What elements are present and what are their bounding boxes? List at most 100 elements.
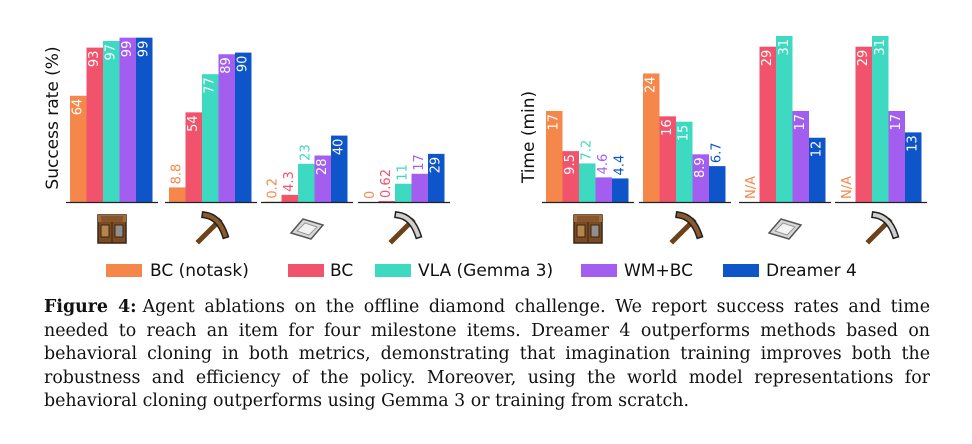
y-axis-label: Success rate (%) [43, 46, 63, 189]
wooden-pickaxe-icon [195, 211, 230, 245]
data-label: 99 [120, 41, 135, 58]
data-label: 31 [873, 39, 888, 56]
data-label: 29 [429, 157, 444, 174]
crafting-table-tool-left [100, 224, 110, 238]
bar [185, 112, 202, 202]
pickaxe-head [676, 212, 702, 238]
crafting-table-tool-right [114, 224, 124, 238]
data-label: 0.2 [266, 178, 281, 199]
bar [888, 110, 905, 202]
bar [855, 46, 872, 202]
data-label: 97 [104, 44, 119, 61]
bar-group-crafting-table: 17 9.57.24.6 4.4 [542, 110, 634, 244]
pickaxe-head [202, 212, 228, 238]
bar [395, 183, 412, 202]
bar [428, 153, 445, 202]
legend-entry: BC [288, 261, 353, 281]
crafting-table-tool-left [576, 224, 586, 238]
chart-legend: BC (notask) BC VLA (Gemma 3) WM+BC Dreamer 4 [106, 261, 857, 281]
bar [136, 37, 153, 202]
data-label: 4.6 [596, 154, 611, 175]
data-label: 13 [906, 135, 921, 152]
bar [872, 36, 889, 202]
bar [659, 116, 676, 202]
data-label: 17 [412, 154, 427, 171]
bar [595, 177, 612, 202]
bar [314, 155, 331, 202]
crafting-table-tool-right [590, 224, 600, 238]
bar [676, 121, 693, 202]
data-label: 24 [644, 76, 659, 93]
data-label: 17 [889, 114, 904, 131]
data-label: 11 [396, 164, 411, 181]
legend-swatch [581, 264, 617, 277]
data-label: 31 [777, 39, 792, 56]
figure-caption-label: Figure 4: [44, 297, 137, 317]
bar [378, 200, 395, 202]
data-label: 90 [236, 56, 251, 73]
crafting-table-icon [573, 214, 603, 244]
bar [612, 178, 629, 202]
data-label: 0 [363, 191, 378, 199]
iron-pickaxe-icon [865, 211, 900, 245]
bar [202, 74, 219, 202]
legend-entry: VLA (Gemma 3) [375, 261, 553, 281]
data-label: 93 [87, 51, 102, 68]
data-label: 29 [856, 50, 871, 67]
bar [119, 37, 136, 202]
crafting-table-top [98, 215, 126, 222]
bar [235, 52, 252, 202]
figure-caption-text: Agent ablations on the offline diamond c… [44, 297, 930, 412]
bar [643, 73, 660, 202]
bar [579, 163, 596, 202]
data-label: 28 [315, 159, 330, 176]
legend-entry: WM+BC [581, 261, 693, 281]
legend-label: WM+BC [624, 261, 693, 281]
bar [692, 154, 709, 202]
chart-panel-1: Time (min) 17 9.57.24.6 4.4 24 16 158.96.7 N/A 2… [519, 36, 927, 245]
data-label: 17 [547, 114, 562, 131]
data-label: 0.62 [379, 169, 394, 198]
iron-ingot-highlight [296, 222, 318, 236]
legend-label: Dreamer 4 [766, 261, 857, 281]
bar [331, 135, 348, 202]
y-axis-label: Time (min) [519, 91, 539, 184]
bar [792, 110, 809, 202]
legend-swatch [288, 264, 324, 277]
figure-caption: Figure 4: Agent ablations on the offline … [44, 296, 930, 414]
data-label: 89 [219, 57, 234, 74]
data-label: 7.2 [580, 140, 595, 161]
iron-ingot-highlight [774, 222, 796, 236]
data-label: 12 [810, 141, 825, 158]
data-label: 8.8 [170, 164, 185, 185]
pickaxe-head [395, 212, 421, 238]
bar [759, 46, 776, 202]
bar [709, 166, 726, 202]
bar [411, 173, 428, 202]
data-label: 99 [137, 41, 152, 58]
legend-entry: Dreamer 4 [723, 261, 857, 281]
iron-ingot-icon [289, 218, 325, 240]
legend-label: BC [330, 261, 353, 281]
data-label: 54 [186, 115, 201, 132]
wooden-pickaxe-icon [669, 211, 704, 245]
data-label: 9.5 [563, 154, 578, 175]
legend-label: VLA (Gemma 3) [418, 261, 553, 281]
data-label: 8.9 [693, 157, 708, 178]
data-label: 4.3 [282, 171, 297, 192]
data-label: N/A [840, 176, 855, 199]
bar [281, 194, 298, 202]
bar [218, 54, 235, 203]
legend-swatch [723, 264, 759, 277]
bar [169, 187, 186, 202]
bar [905, 132, 922, 202]
legend-label: BC (notask) [150, 261, 249, 281]
bar [70, 95, 87, 202]
bar [86, 47, 103, 203]
